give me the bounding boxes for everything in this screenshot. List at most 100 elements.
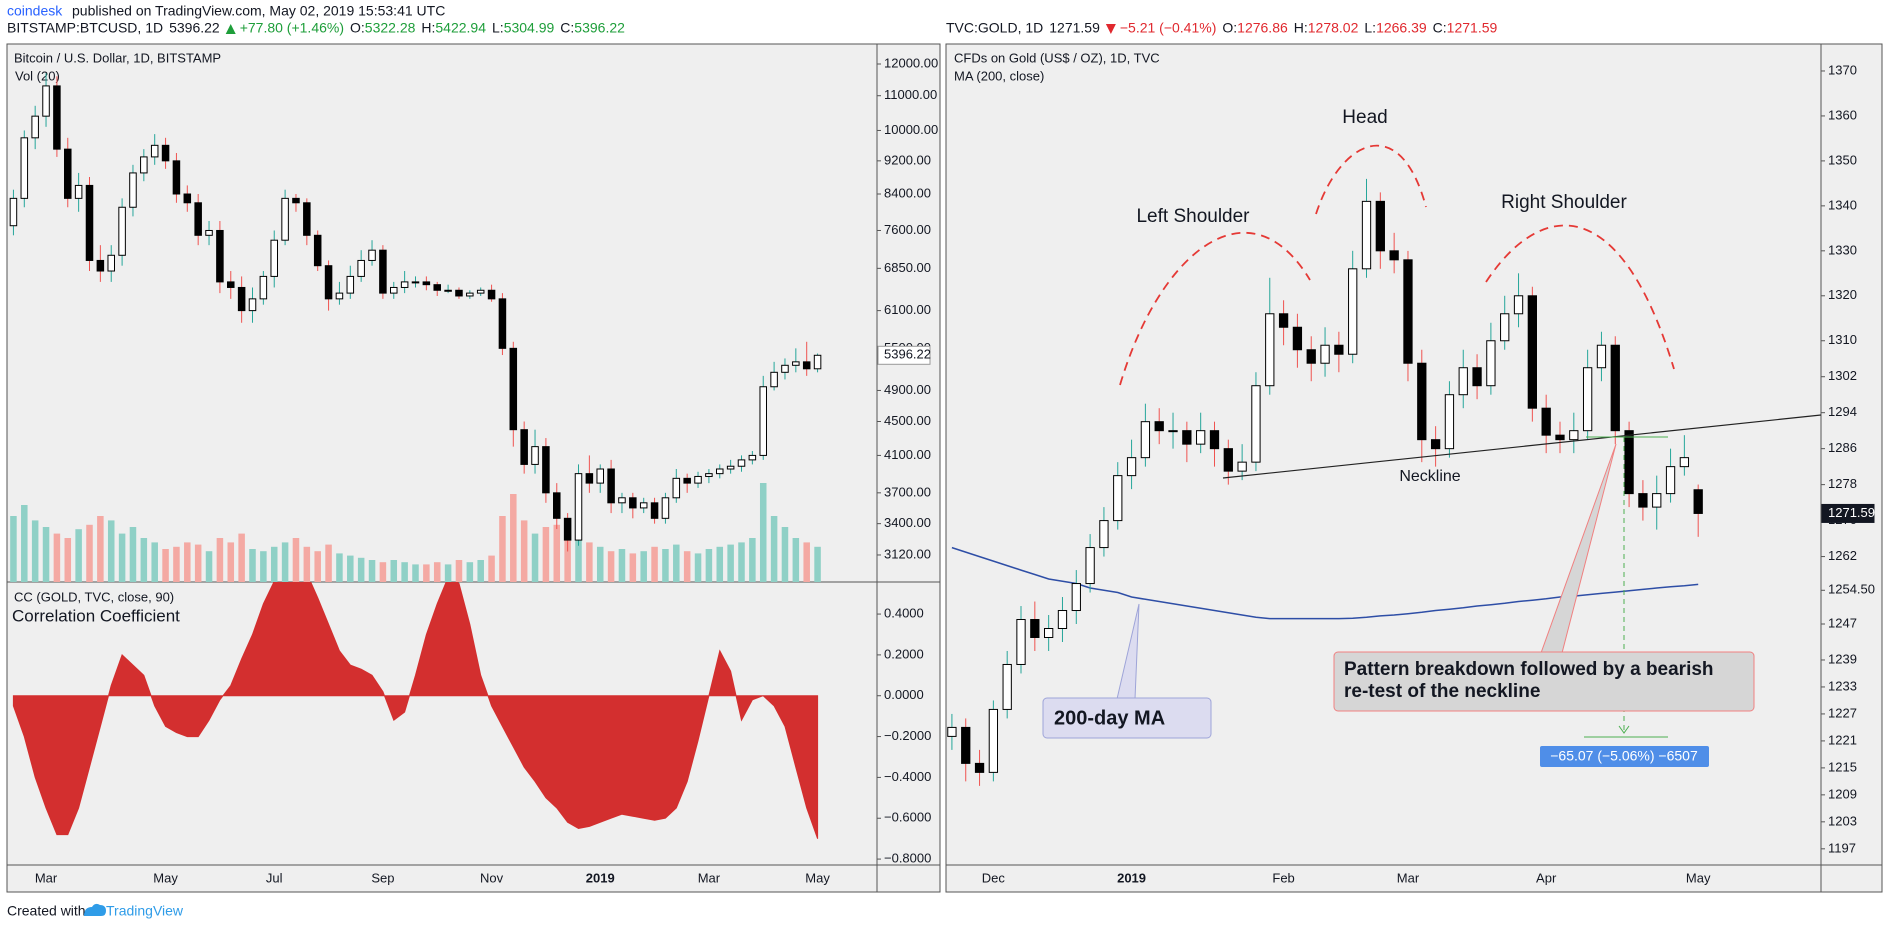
y-tick-label: 0.4000 <box>884 605 924 620</box>
head-arc <box>1315 144 1427 215</box>
direction-icon <box>225 24 236 34</box>
volume-bar <box>781 527 789 582</box>
volume-bar <box>673 544 680 582</box>
volume-bar <box>249 549 256 582</box>
candle-body <box>1444 394 1455 450</box>
y-tick-label: 1239 <box>1828 651 1857 666</box>
candle-body <box>476 289 485 294</box>
x-tick-label: Mar <box>698 870 721 885</box>
volume-bar <box>433 562 441 582</box>
candle-body <box>20 137 29 199</box>
candle-body <box>1071 583 1081 612</box>
y-tick-label: 9200.00 <box>884 152 931 167</box>
y-tick-label: 1278 <box>1828 476 1857 491</box>
volume-bar <box>607 551 615 582</box>
x-tick-label: Sep <box>371 870 394 885</box>
y-tick-label: 8400.00 <box>884 185 931 200</box>
volume-bar <box>596 546 604 582</box>
y-tick-label: 6100.00 <box>884 302 931 317</box>
quote-change: −5.21 (−0.41%) <box>1120 20 1217 36</box>
y-tick-label: 3120.00 <box>884 546 931 561</box>
quote-field-value: 5322.28 <box>365 20 416 36</box>
quote-field-value: 1266.39 <box>1376 20 1427 36</box>
candle-body <box>227 281 235 288</box>
x-tick-label: Apr <box>1536 870 1557 885</box>
candle-body <box>1223 448 1233 472</box>
volume-bar <box>488 555 495 582</box>
candle-body <box>1638 493 1648 508</box>
author[interactable]: coindesk <box>7 3 63 19</box>
candle-body <box>1306 349 1316 364</box>
price-tag-label: 1271.59 <box>1828 505 1875 520</box>
candle-body <box>650 502 659 519</box>
y-tick-label: 7600.00 <box>884 222 931 237</box>
volume-bar <box>162 549 169 582</box>
candle-body <box>1458 367 1468 396</box>
quote-field-label: C: <box>1433 20 1447 36</box>
y-tick-label: 1286 <box>1828 440 1857 455</box>
candle-body <box>205 229 213 236</box>
candle-body <box>1126 457 1137 477</box>
candle-body <box>1582 367 1593 432</box>
quote-field-label: C: <box>560 20 574 36</box>
quote-field-label: H: <box>421 20 435 36</box>
candle-body <box>1030 619 1040 638</box>
candle-body <box>770 371 778 388</box>
candle-body <box>444 289 452 292</box>
x-tick-label: 2019 <box>1117 870 1146 885</box>
quote-field-label: O: <box>350 20 365 36</box>
y-tick-label: 1370 <box>1828 62 1857 77</box>
x-tick-label: Mar <box>35 870 58 885</box>
candle-body <box>574 473 583 541</box>
volume-bar <box>86 524 93 582</box>
x-tick-label: May <box>1686 870 1711 885</box>
candle-body <box>1375 200 1385 252</box>
y-tick-label: 1320 <box>1828 287 1857 302</box>
y-tick-label: 1360 <box>1828 107 1857 122</box>
candle-body <box>1555 434 1565 441</box>
candle-body <box>1403 259 1413 364</box>
measure-box <box>1540 746 1709 767</box>
y-tick-label: 1203 <box>1828 813 1857 828</box>
candle-body <box>85 184 94 261</box>
x-tick-label: Jul <box>266 870 283 885</box>
chart-title: CC (GOLD, TVC, close, 90) <box>14 589 174 604</box>
volume-bar <box>423 564 430 582</box>
candle-body <box>1610 344 1620 432</box>
volume-bar <box>260 551 267 582</box>
quote-last: 5396.22 <box>169 20 220 36</box>
candle-body <box>683 477 691 484</box>
y-tick-label: 1310 <box>1828 332 1857 347</box>
candle-body <box>9 197 18 227</box>
x-tick-label: 2019 <box>586 870 615 885</box>
volume-bar <box>694 553 702 582</box>
quote-field-value: 5304.99 <box>504 20 555 36</box>
y-tick-label: 12000.00 <box>884 55 938 70</box>
y-tick-label: 1247 <box>1828 615 1857 630</box>
candle-body <box>53 85 61 150</box>
candle-body <box>737 459 746 467</box>
y-tick-label: 11000.00 <box>884 87 937 102</box>
annotations: Left Shoulder Head Right Shoulder Neckli… <box>1042 107 1822 767</box>
volume-bar <box>542 527 550 582</box>
y-tick-label: 1215 <box>1828 759 1857 774</box>
candle-body <box>1237 461 1247 472</box>
quote-field-value: 1278.02 <box>1308 20 1359 36</box>
y-tick-label: 1262 <box>1828 548 1857 563</box>
candle-body <box>792 361 800 366</box>
annotation-text: Right Shoulder <box>1501 192 1627 213</box>
brand-text[interactable]: TradingView <box>106 903 184 919</box>
candle-body <box>596 468 604 484</box>
candle-body <box>357 259 365 277</box>
volume-bar <box>716 546 724 582</box>
candle-body <box>759 386 767 456</box>
candle-body <box>726 465 735 470</box>
candle-body <box>716 468 724 475</box>
candle-body <box>150 144 159 158</box>
candle-body <box>161 144 170 162</box>
volume-bar <box>64 538 72 582</box>
candle-body <box>129 172 137 208</box>
measure-arrow <box>1618 725 1630 734</box>
candle-body <box>1665 466 1676 495</box>
